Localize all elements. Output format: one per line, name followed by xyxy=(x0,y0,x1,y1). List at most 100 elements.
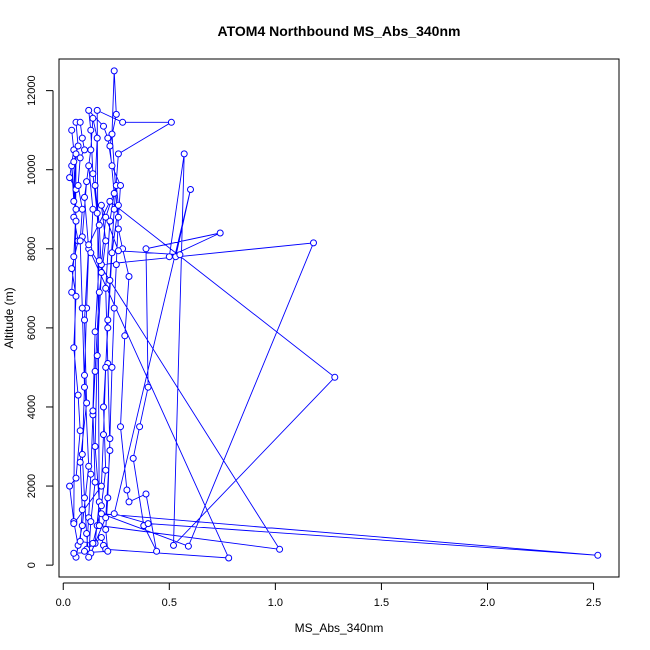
data-point xyxy=(95,522,103,530)
data-point xyxy=(76,537,84,545)
data-point xyxy=(110,304,118,312)
data-point xyxy=(331,373,339,381)
data-point xyxy=(104,547,112,555)
series-line xyxy=(69,70,598,559)
x-tick-label: 0.5 xyxy=(162,597,177,609)
data-point xyxy=(72,205,80,213)
data-point xyxy=(76,237,84,245)
data-point xyxy=(93,106,101,114)
y-tick-label: 8000 xyxy=(26,237,38,261)
plot-frame xyxy=(58,58,620,578)
y-axis: 0 2000 4000 6000 8000 10000 12000 xyxy=(26,75,54,568)
data-point xyxy=(89,205,97,213)
data-point xyxy=(68,265,76,273)
data-point xyxy=(97,269,105,276)
data-point xyxy=(142,490,150,498)
data-point xyxy=(97,502,105,510)
data-point xyxy=(72,150,80,158)
data-point xyxy=(125,498,133,506)
data-point xyxy=(129,454,137,462)
data-point xyxy=(123,486,131,494)
data-point xyxy=(72,217,80,225)
data-point xyxy=(114,150,122,158)
data-point xyxy=(117,182,124,189)
data-point xyxy=(78,304,86,312)
data-point xyxy=(95,257,103,265)
x-tick-label: 1.5 xyxy=(374,597,389,609)
data-point xyxy=(108,363,116,371)
data-point xyxy=(110,510,118,518)
x-axis: 0.0 0.5 1.0 1.5 2.0 2.5 xyxy=(56,582,601,609)
data-point xyxy=(93,209,101,217)
data-point xyxy=(110,205,118,213)
data-point xyxy=(142,245,150,253)
data-point xyxy=(87,470,95,478)
data-point xyxy=(81,193,88,201)
data-point xyxy=(87,126,95,134)
data-point xyxy=(112,261,120,269)
data-point xyxy=(114,225,122,233)
data-point xyxy=(108,130,116,138)
data-point xyxy=(114,213,122,221)
y-tick-label: 12000 xyxy=(26,75,38,106)
data-point xyxy=(76,427,84,435)
data-point xyxy=(70,549,78,557)
data-point xyxy=(104,324,112,332)
data-point xyxy=(106,447,114,454)
data-point xyxy=(70,253,78,261)
data-point xyxy=(104,316,112,324)
data-point xyxy=(102,284,110,292)
data-point xyxy=(83,530,91,537)
data-point xyxy=(83,178,91,186)
data-point xyxy=(144,520,152,528)
x-tick-label: 2.0 xyxy=(480,597,495,609)
data-point xyxy=(68,126,76,134)
data-point xyxy=(72,292,80,300)
data-point xyxy=(78,205,86,213)
data-point xyxy=(89,170,97,178)
data-point xyxy=(125,273,133,280)
data-point xyxy=(83,399,91,407)
data-point xyxy=(106,217,114,225)
data-point xyxy=(100,403,107,411)
y-tick-label: 10000 xyxy=(26,154,38,185)
chart-title: ATOM4 Northbound MS_Abs_340nm xyxy=(218,23,461,39)
data-point xyxy=(78,522,86,530)
data-point xyxy=(97,510,105,518)
data-point xyxy=(97,534,105,541)
data-point xyxy=(85,106,93,114)
data-point xyxy=(110,67,118,75)
data-point xyxy=(110,189,118,197)
data-point xyxy=(108,162,116,170)
data-point xyxy=(100,431,107,439)
x-tick-label: 1.0 xyxy=(268,597,283,609)
data-point xyxy=(70,520,78,528)
data-point xyxy=(70,344,78,352)
y-tick-label: 0 xyxy=(26,562,38,568)
data-point xyxy=(81,146,88,154)
data-point xyxy=(85,553,93,561)
data-point xyxy=(66,482,74,490)
data-point xyxy=(594,551,602,559)
data-point xyxy=(93,352,101,360)
data-point xyxy=(78,134,86,142)
data-point xyxy=(70,197,78,205)
data-point xyxy=(74,142,82,150)
data-point xyxy=(114,201,122,209)
data-point xyxy=(97,201,105,209)
data-point xyxy=(102,213,110,221)
data-point xyxy=(85,462,93,470)
y-tick-label: 2000 xyxy=(26,474,38,498)
data-point xyxy=(95,288,103,296)
data-point xyxy=(106,197,114,205)
data-point xyxy=(119,118,127,126)
data-point xyxy=(81,547,88,555)
data-point xyxy=(102,466,110,474)
data-point xyxy=(102,237,110,245)
data-point xyxy=(68,288,76,296)
data-point xyxy=(74,182,82,189)
data-point xyxy=(81,494,88,502)
data-point xyxy=(165,253,173,261)
data-point xyxy=(91,182,99,189)
